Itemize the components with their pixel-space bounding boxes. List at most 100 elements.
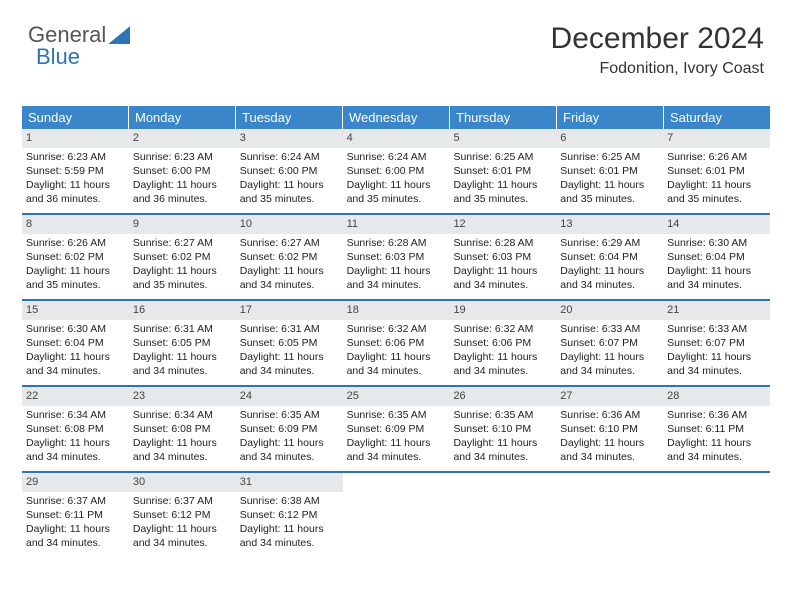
sunrise-line: Sunrise: 6:23 AM: [26, 150, 125, 164]
day-number: 30: [129, 473, 236, 492]
sunrise-line: Sunrise: 6:33 AM: [667, 322, 766, 336]
sunset-line: Sunset: 6:06 PM: [453, 336, 552, 350]
week-row: 15Sunrise: 6:30 AMSunset: 6:04 PMDayligh…: [22, 301, 770, 387]
sunset-line: Sunset: 6:06 PM: [347, 336, 446, 350]
sunset-line: Sunset: 6:12 PM: [133, 508, 232, 522]
empty-cell: [663, 473, 770, 557]
daylight-line: Daylight: 11 hours: [667, 264, 766, 278]
sunrise-line: Sunrise: 6:24 AM: [347, 150, 446, 164]
sunrise-line: Sunrise: 6:31 AM: [133, 322, 232, 336]
sunset-line: Sunset: 6:03 PM: [347, 250, 446, 264]
day-cell: 1Sunrise: 6:23 AMSunset: 5:59 PMDaylight…: [22, 129, 129, 213]
day-header-row: SundayMondayTuesdayWednesdayThursdayFrid…: [22, 106, 770, 129]
day-cell: 19 Sunrise: 6:32 AMSunset: 6:06 PMDayligh…: [449, 301, 556, 385]
daylight-line: and 35 minutes.: [26, 278, 125, 292]
day-number: 8: [22, 215, 129, 234]
day-cell: 26Sunrise: 6:35 AMSunset: 6:10 PMDayligh…: [449, 387, 556, 471]
daylight-line: and 35 minutes.: [667, 192, 766, 206]
empty-cell: [343, 473, 450, 557]
day-number: 12: [449, 215, 556, 234]
logo-word2: Blue: [36, 44, 80, 69]
day-cell: 11Sunrise: 6:28 AMSunset: 6:03 PMDayligh…: [343, 215, 450, 299]
day-number: 21: [663, 301, 770, 320]
sunrise-line: Sunrise: 6:32 AM: [453, 322, 552, 336]
day-cell: 14Sunrise: 6:30 AMSunset: 6:04 PMDayligh…: [663, 215, 770, 299]
sunrise-line: Sunrise: 6:38 AM: [240, 494, 339, 508]
sunrise-line: Sunrise: 6:35 AM: [453, 408, 552, 422]
sunrise-line: Sunrise: 6:26 AM: [667, 150, 766, 164]
day-number: 16: [129, 301, 236, 320]
daylight-line: and 34 minutes.: [240, 364, 339, 378]
daylight-line: Daylight: 11 hours: [133, 350, 232, 364]
sunset-line: Sunset: 6:05 PM: [240, 336, 339, 350]
sunset-line: Sunset: 6:04 PM: [667, 250, 766, 264]
sunset-line: Sunset: 6:11 PM: [667, 422, 766, 436]
day-cell: 15Sunrise: 6:30 AMSunset: 6:04 PMDayligh…: [22, 301, 129, 385]
week-row: 29Sunrise: 6:37 AMSunset: 6:11 PMDayligh…: [22, 473, 770, 557]
empty-cell: [449, 473, 556, 557]
day-number: 2: [129, 129, 236, 148]
daylight-line: and 34 minutes.: [667, 278, 766, 292]
empty-cell: [556, 473, 663, 557]
sunset-line: Sunset: 6:08 PM: [26, 422, 125, 436]
daylight-line: Daylight: 11 hours: [453, 436, 552, 450]
sunset-line: Sunset: 6:01 PM: [453, 164, 552, 178]
sunrise-line: Sunrise: 6:36 AM: [667, 408, 766, 422]
sunset-line: Sunset: 6:10 PM: [560, 422, 659, 436]
sunset-line: Sunset: 6:11 PM: [26, 508, 125, 522]
day-number: 25: [343, 387, 450, 406]
day-cell: 30Sunrise: 6:37 AMSunset: 6:12 PMDayligh…: [129, 473, 236, 557]
daylight-line: and 34 minutes.: [347, 450, 446, 464]
day-cell: 25Sunrise: 6:35 AMSunset: 6:09 PMDayligh…: [343, 387, 450, 471]
week-row: 1Sunrise: 6:23 AMSunset: 5:59 PMDaylight…: [22, 129, 770, 215]
daylight-line: Daylight: 11 hours: [453, 264, 552, 278]
sunrise-line: Sunrise: 6:30 AM: [667, 236, 766, 250]
day-number: 15: [22, 301, 129, 320]
sunrise-line: Sunrise: 6:33 AM: [560, 322, 659, 336]
sunset-line: Sunset: 6:00 PM: [133, 164, 232, 178]
week-row: 8Sunrise: 6:26 AMSunset: 6:02 PMDaylight…: [22, 215, 770, 301]
sunrise-line: Sunrise: 6:25 AM: [560, 150, 659, 164]
day-cell: 13Sunrise: 6:29 AMSunset: 6:04 PMDayligh…: [556, 215, 663, 299]
daylight-line: Daylight: 11 hours: [667, 436, 766, 450]
daylight-line: and 34 minutes.: [667, 450, 766, 464]
logo-word2-wrap: Blue: [36, 44, 80, 70]
sunrise-line: Sunrise: 6:34 AM: [133, 408, 232, 422]
sunset-line: Sunset: 6:08 PM: [133, 422, 232, 436]
daylight-line: Daylight: 11 hours: [240, 350, 339, 364]
day-number: 22: [22, 387, 129, 406]
sunset-line: Sunset: 6:10 PM: [453, 422, 552, 436]
day-number: 19: [449, 301, 556, 320]
sunrise-line: Sunrise: 6:29 AM: [560, 236, 659, 250]
sunrise-line: Sunrise: 6:23 AM: [133, 150, 232, 164]
day-cell: 27Sunrise: 6:36 AMSunset: 6:10 PMDayligh…: [556, 387, 663, 471]
location: Fodonition, Ivory Coast: [551, 60, 764, 78]
page-title: December 2024: [551, 22, 764, 56]
daylight-line: Daylight: 11 hours: [347, 350, 446, 364]
sunset-line: Sunset: 5:59 PM: [26, 164, 125, 178]
sunset-line: Sunset: 6:04 PM: [560, 250, 659, 264]
day-number: 6: [556, 129, 663, 148]
daylight-line: and 34 minutes.: [453, 450, 552, 464]
daylight-line: and 34 minutes.: [26, 450, 125, 464]
sunset-line: Sunset: 6:05 PM: [133, 336, 232, 350]
daylight-line: and 34 minutes.: [133, 536, 232, 550]
day-cell: 9Sunrise: 6:27 AMSunset: 6:02 PMDaylight…: [129, 215, 236, 299]
daylight-line: and 35 minutes.: [347, 192, 446, 206]
daylight-line: Daylight: 11 hours: [240, 178, 339, 192]
day-cell: 10Sunrise: 6:27 AMSunset: 6:02 PMDayligh…: [236, 215, 343, 299]
sunrise-line: Sunrise: 6:35 AM: [240, 408, 339, 422]
day-cell: 6Sunrise: 6:25 AMSunset: 6:01 PMDaylight…: [556, 129, 663, 213]
sunrise-line: Sunrise: 6:37 AM: [26, 494, 125, 508]
day-number: 7: [663, 129, 770, 148]
day-number: 18: [343, 301, 450, 320]
daylight-line: Daylight: 11 hours: [26, 522, 125, 536]
day-cell: 21Sunrise: 6:33 AMSunset: 6:07 PMDayligh…: [663, 301, 770, 385]
daylight-line: Daylight: 11 hours: [26, 350, 125, 364]
daylight-line: Daylight: 11 hours: [133, 264, 232, 278]
day-number: 3: [236, 129, 343, 148]
day-header: Saturday: [664, 106, 770, 129]
daylight-line: Daylight: 11 hours: [453, 178, 552, 192]
daylight-line: and 34 minutes.: [26, 364, 125, 378]
daylight-line: Daylight: 11 hours: [453, 350, 552, 364]
